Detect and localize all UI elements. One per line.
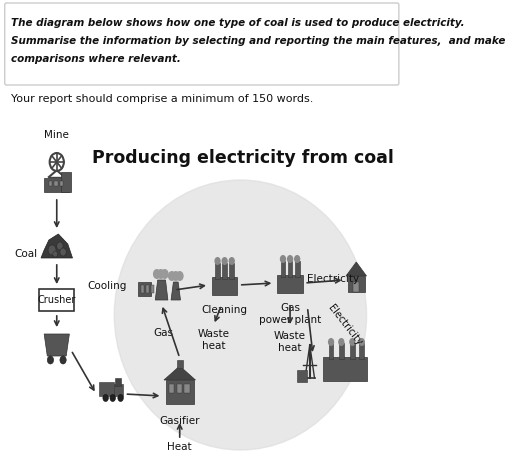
Bar [215,263,220,279]
Text: The diagram below shows how one type of coal is used to produce electricity.: The diagram below shows how one type of … [11,18,465,28]
Bar [151,285,154,293]
Bar [339,343,344,359]
FancyBboxPatch shape [5,3,399,85]
Bar [350,343,355,359]
Bar [288,261,292,277]
Circle shape [349,338,355,346]
Bar [278,275,303,293]
Circle shape [53,251,57,257]
Circle shape [228,257,235,265]
Text: comparisons where relevant.: comparisons where relevant. [11,54,181,64]
Circle shape [168,271,176,281]
Circle shape [57,242,63,250]
Text: Cooling: Cooling [88,281,127,291]
Text: Summarise the information by selecting and reporting the main features,  and mak: Summarise the information by selecting a… [11,36,505,46]
Text: Gas
power plant: Gas power plant [259,303,321,325]
Bar [99,382,114,396]
Circle shape [157,269,165,279]
Circle shape [338,338,345,346]
Bar [329,343,333,359]
Circle shape [294,255,301,263]
Text: Heat: Heat [167,442,192,452]
Polygon shape [171,282,181,300]
Circle shape [110,395,116,401]
Text: Cleaning: Cleaning [202,305,248,315]
Bar [177,384,182,393]
Bar [49,181,52,186]
Text: Coal: Coal [15,249,38,259]
Bar [348,276,365,292]
Text: Gasifier: Gasifier [159,416,200,426]
Bar [114,384,123,396]
Circle shape [280,255,286,263]
Ellipse shape [114,180,367,450]
Text: Waste
heat: Waste heat [274,331,306,353]
Bar [138,282,151,296]
Bar [229,263,234,279]
Bar [212,277,237,295]
Circle shape [358,338,365,346]
Bar [115,378,121,386]
Bar [177,360,183,368]
Bar [165,380,194,404]
Bar [44,178,69,192]
Bar [359,343,364,359]
Polygon shape [346,262,367,276]
Bar [281,261,285,277]
Bar [222,263,227,279]
Bar [146,285,149,293]
Bar [168,384,174,393]
Circle shape [172,271,180,281]
Circle shape [287,255,293,263]
Polygon shape [41,234,73,258]
Text: Waste
heat: Waste heat [198,329,229,351]
Bar [61,172,71,192]
Text: Crusher: Crusher [37,295,76,305]
Circle shape [118,395,123,401]
Text: Producing electricity from coal: Producing electricity from coal [92,149,394,167]
Circle shape [47,356,54,364]
Bar [323,357,367,381]
Circle shape [222,257,228,265]
Bar [353,282,359,292]
Circle shape [176,271,184,281]
Polygon shape [155,280,168,300]
Bar [184,384,190,393]
FancyBboxPatch shape [39,289,74,311]
Polygon shape [164,366,196,380]
Circle shape [48,245,56,255]
Circle shape [153,269,161,279]
Text: Gas: Gas [154,328,174,338]
Text: Your report should comprise a minimum of 150 words.: Your report should comprise a minimum of… [11,94,313,104]
Bar [297,370,307,382]
Text: Electricity: Electricity [326,303,364,347]
Circle shape [60,248,66,256]
Bar [141,285,144,293]
Bar [295,261,300,277]
Bar [60,181,63,186]
Polygon shape [44,334,69,356]
Circle shape [60,356,66,364]
Circle shape [103,395,109,401]
Bar [54,181,57,186]
Text: Mine: Mine [45,130,69,140]
Text: Electricity: Electricity [307,274,359,284]
Circle shape [328,338,334,346]
Circle shape [161,269,168,279]
Circle shape [215,257,221,265]
